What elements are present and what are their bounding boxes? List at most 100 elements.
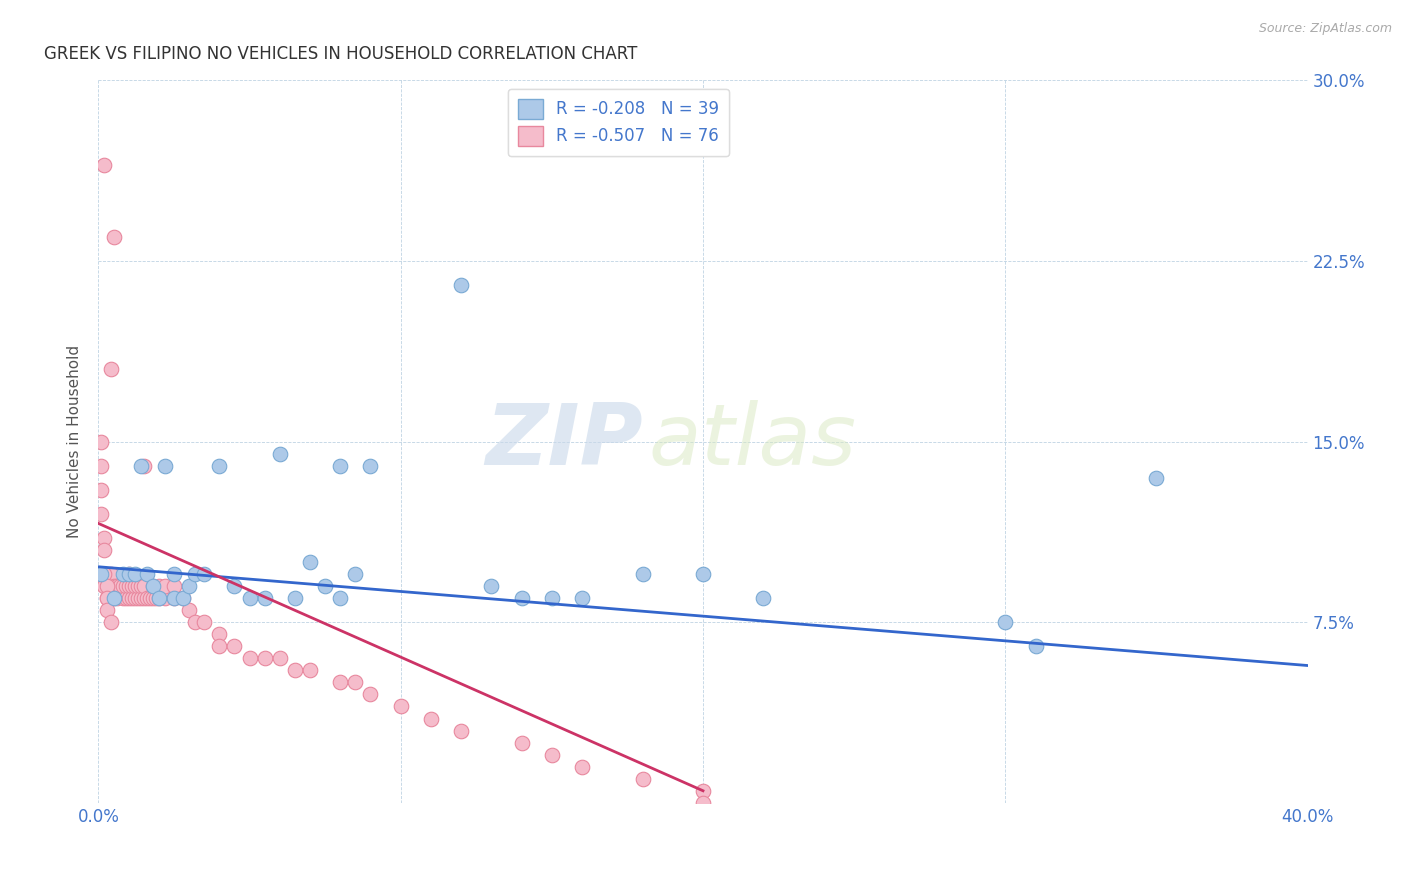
Point [172,591,194,605]
Point [135,567,157,582]
Point [314,579,336,593]
Point [129,591,152,605]
Point [96,579,118,593]
Point [142,591,165,605]
Point [389,699,412,714]
Point [172,591,194,605]
Point [284,591,307,605]
Point [142,579,165,593]
Point [299,555,322,569]
Point [692,796,714,810]
Point [90,507,112,521]
Point [163,591,186,605]
Point [111,567,134,582]
Point [90,434,112,449]
Point [193,615,215,630]
Point [329,591,352,605]
Point [142,579,165,593]
Point [631,772,654,786]
Point [96,591,118,605]
Point [450,277,472,292]
Point [132,591,155,605]
Point [344,675,367,690]
Point [93,579,115,593]
Point [179,579,201,593]
Point [692,784,714,798]
Point [96,591,118,605]
Point [193,567,215,582]
Point [90,567,112,582]
Point [692,567,714,582]
Point [450,723,472,738]
Point [148,579,170,593]
Text: Source: ZipAtlas.com: Source: ZipAtlas.com [1258,22,1392,36]
Point [100,615,122,630]
Point [118,567,141,582]
Point [105,591,128,605]
Point [100,362,122,376]
Point [132,458,155,473]
Point [208,639,231,653]
Point [132,579,155,593]
Point [253,591,276,605]
Point [139,591,162,605]
Point [299,664,322,678]
Point [93,157,115,171]
Y-axis label: No Vehicles in Household: No Vehicles in Household [67,345,83,538]
Point [163,591,186,605]
Point [1144,470,1167,484]
Point [752,591,775,605]
Point [1024,639,1046,653]
Point [114,591,136,605]
Point [329,458,352,473]
Point [269,446,291,460]
Point [153,591,176,605]
Point [994,615,1017,630]
Point [124,567,146,582]
Point [148,591,170,605]
Text: GREEK VS FILIPINO NO VEHICLES IN HOUSEHOLD CORRELATION CHART: GREEK VS FILIPINO NO VEHICLES IN HOUSEHO… [44,45,637,63]
Point [329,675,352,690]
Point [239,651,262,665]
Point [208,627,231,641]
Point [118,567,141,582]
Point [118,591,141,605]
Point [129,458,152,473]
Point [179,603,201,617]
Point [153,579,176,593]
Point [540,747,562,762]
Point [90,458,112,473]
Point [344,567,367,582]
Point [124,591,146,605]
Point [224,639,246,653]
Point [420,712,443,726]
Point [163,579,186,593]
Point [103,230,125,244]
Text: atlas: atlas [648,400,856,483]
Point [540,591,562,605]
Point [184,615,207,630]
Point [153,458,176,473]
Point [103,591,125,605]
Point [93,542,115,557]
Point [571,760,593,774]
Point [510,735,533,749]
Point [510,591,533,605]
Point [631,567,654,582]
Point [108,579,131,593]
Point [129,579,152,593]
Legend: R = -0.208   N = 39, R = -0.507   N = 76: R = -0.208 N = 39, R = -0.507 N = 76 [508,88,730,156]
Point [103,591,125,605]
Point [269,651,291,665]
Point [360,687,382,701]
Point [284,664,307,678]
Point [103,579,125,593]
Point [111,591,134,605]
Point [93,567,115,582]
Text: ZIP: ZIP [485,400,643,483]
Point [90,567,112,582]
Point [239,591,262,605]
Point [121,591,143,605]
Point [224,579,246,593]
Point [135,591,157,605]
